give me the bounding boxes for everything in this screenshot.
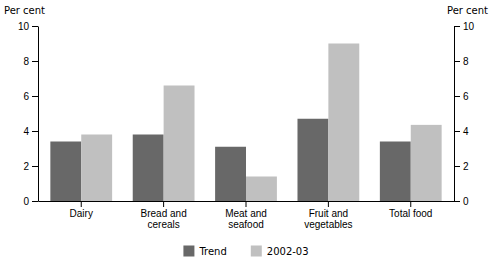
tick: 10 (454, 21, 475, 32)
y2-axis-label: Per cent (447, 5, 488, 16)
x-axis: Dairy Bread andcereals Meat andseafood Frui… (39, 201, 455, 230)
tick-label: Dairy (70, 208, 93, 219)
axis-line (454, 27, 455, 202)
tick: Dairy (70, 201, 93, 219)
tick-label: Bread andcereals (141, 208, 187, 230)
tick-mark (454, 201, 460, 202)
bar (411, 125, 442, 201)
tick-mark (32, 166, 38, 167)
plot-area: 0 2 4 6 8 10 0 2 4 6 8 10 Dairy Bread andcereals Meat … (18, 21, 475, 230)
tick-label: Meat andseafood (225, 208, 267, 230)
tick-label: 4 (23, 126, 29, 137)
tick-label: 0 (23, 196, 29, 207)
legend-swatch (183, 246, 194, 257)
tick-label: 8 (463, 56, 469, 67)
tick-mark (32, 96, 38, 97)
tick-label: Total food (389, 208, 432, 219)
bars (50, 44, 441, 202)
chart-svg: 0 2 4 6 8 10 0 2 4 6 8 10 Dairy Bread andcereals Meat … (0, 0, 492, 265)
bar (81, 135, 112, 202)
tick-mark (163, 201, 164, 207)
bar (215, 147, 246, 201)
bar (380, 142, 411, 202)
tick-label: 8 (23, 56, 29, 67)
legend-swatch (251, 246, 262, 257)
tick-mark (32, 131, 38, 132)
legend: Trend 2002-03 (183, 246, 308, 257)
tick-mark (454, 96, 460, 97)
legend-label: Trend (198, 246, 226, 257)
tick: Total food (389, 201, 432, 219)
legend-label: 2002-03 (267, 246, 309, 257)
legend-item: Trend (183, 246, 226, 257)
tick-mark (81, 201, 82, 207)
tick-label: Fruit andvegetables (304, 208, 352, 230)
tick: 6 (23, 91, 38, 102)
tick-label: 0 (463, 196, 469, 207)
tick-mark (328, 201, 329, 207)
tick: Meat andseafood (225, 201, 267, 230)
y-axis-label: Per cent (4, 5, 45, 16)
bar-series (81, 44, 441, 202)
bar (246, 177, 277, 202)
tick: 2 (23, 161, 38, 172)
tick: 6 (454, 91, 469, 102)
tick-mark (246, 201, 247, 207)
tick-label: 6 (23, 91, 29, 102)
tick-mark (454, 131, 460, 132)
bar (297, 119, 328, 201)
tick-mark (454, 26, 460, 27)
tick: 4 (23, 126, 38, 137)
tick-mark (32, 61, 38, 62)
tick-mark (410, 201, 411, 207)
tick-label: 10 (18, 21, 30, 32)
tick-mark (32, 201, 38, 202)
tick-label: 10 (463, 21, 475, 32)
bar (133, 135, 164, 202)
tick: 4 (454, 126, 469, 137)
tick-mark (454, 166, 460, 167)
tick: 8 (23, 56, 38, 67)
tick-mark (454, 61, 460, 62)
tick-mark (32, 26, 38, 27)
tick: 2 (454, 161, 469, 172)
bar (328, 44, 359, 202)
tick: 0 (454, 196, 469, 207)
tick: Fruit andvegetables (304, 201, 352, 230)
tick: Bread andcereals (141, 201, 187, 230)
y2-axis: 0 2 4 6 8 10 (454, 21, 475, 207)
axis-line (38, 27, 39, 202)
tick-label: 2 (463, 161, 469, 172)
tick-label: 2 (23, 161, 29, 172)
tick: 0 (23, 196, 38, 207)
bar (50, 142, 81, 202)
chart-container: 0 2 4 6 8 10 0 2 4 6 8 10 Dairy Bread andcereals Meat … (0, 0, 492, 265)
tick: 8 (454, 56, 469, 67)
tick: 10 (18, 21, 38, 32)
bar (164, 86, 195, 202)
tick-label: 4 (463, 126, 469, 137)
tick-label: 6 (463, 91, 469, 102)
y-axis: 0 2 4 6 8 10 (18, 21, 39, 207)
legend-item: 2002-03 (251, 246, 309, 257)
